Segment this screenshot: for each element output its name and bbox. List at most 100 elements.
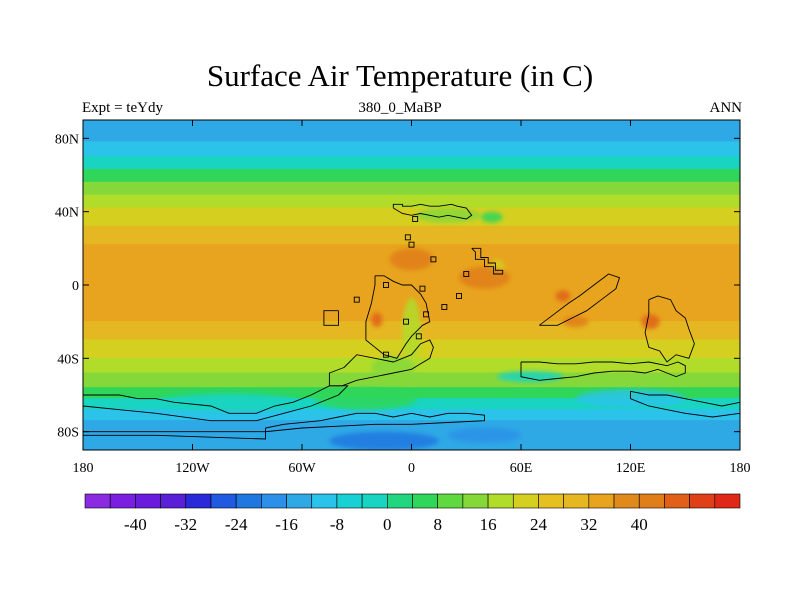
colorbar-swatch <box>311 493 338 509</box>
colorbar-swatch <box>563 493 590 509</box>
colorbar-swatch <box>235 493 262 509</box>
colorbar-swatch <box>437 493 464 509</box>
temperature-band <box>83 120 740 143</box>
temperature-patch <box>389 248 434 271</box>
coastline <box>520 361 686 381</box>
temperature-patch <box>562 316 589 328</box>
coastline <box>365 275 431 359</box>
colorbar: -40 -32 -24 -16 -8 0 8 16 24 32 40 <box>84 493 741 534</box>
temperature-band <box>83 141 740 158</box>
colorbar-swatch <box>109 493 136 509</box>
colorbar-label: 16 <box>480 515 497 534</box>
temperature-band <box>83 169 740 183</box>
colorbar-swatch <box>261 493 287 509</box>
colorbar-swatch <box>638 493 665 509</box>
colorbar-swatch <box>361 493 388 509</box>
island-outline <box>419 285 426 292</box>
temperature-patch <box>371 312 383 328</box>
lon-tick-label: 60W <box>288 461 316 476</box>
colorbar-label: 24 <box>530 515 548 534</box>
map-axis-ticks: 80N 40N 0 40S 80S 180 120W 60W 0 60E 120E 180 <box>55 120 751 476</box>
island-outline <box>463 271 470 277</box>
colorbar-label: -16 <box>275 515 298 534</box>
colorbar-swatch <box>613 493 640 509</box>
temperature-band <box>83 194 740 209</box>
lon-tick-label: 120W <box>175 461 210 476</box>
temperature-band <box>83 409 740 422</box>
coastline <box>83 431 266 440</box>
coastline <box>83 385 349 422</box>
experiment-label: Expt = teYdy <box>82 100 163 116</box>
island-outline <box>353 296 360 303</box>
lat-tick-label: 40S <box>57 352 79 367</box>
lon-tick-label: 180 <box>73 461 94 476</box>
island-outline <box>456 293 462 299</box>
lat-tick-label: 80S <box>57 426 79 441</box>
coastline <box>539 273 621 326</box>
temperature-band <box>83 156 740 170</box>
colorbar-swatch <box>210 493 237 509</box>
coastline <box>630 390 740 418</box>
colorbar-swatch <box>387 493 413 509</box>
colorbar-swatch <box>135 493 161 509</box>
island-outline <box>412 216 419 222</box>
temperature-patch <box>497 371 563 383</box>
island-outline <box>423 311 430 318</box>
island-outline <box>404 234 411 241</box>
colorbar-swatch <box>462 493 489 509</box>
island-outline <box>383 282 389 288</box>
plot-title: Surface Air Temperature (in C) <box>206 58 594 93</box>
island-outline <box>408 241 415 248</box>
colorbar-label: -24 <box>225 515 248 534</box>
lat-tick-label: 0 <box>72 279 79 294</box>
colorbar-swatch <box>538 493 564 509</box>
lat-tick-label: 80N <box>55 132 79 147</box>
island-outline <box>383 351 389 358</box>
temperature-patch <box>480 211 503 223</box>
temperature-band <box>83 225 740 246</box>
coastline <box>471 247 504 275</box>
colorbar-label: -32 <box>174 515 197 534</box>
island-outline <box>441 304 448 310</box>
colorbar-swatch <box>160 493 187 509</box>
colorbar-swatch <box>588 493 615 509</box>
temperature-band <box>83 181 740 196</box>
colorbar-swatch <box>84 493 111 509</box>
colorbar-swatch <box>487 493 514 509</box>
temperature-patch <box>458 266 511 289</box>
colorbar-swatch <box>714 493 741 509</box>
temperature-patch <box>371 356 416 379</box>
coastline <box>265 412 485 433</box>
temperature-patch <box>555 290 571 302</box>
temperature-field <box>83 120 740 450</box>
temperature-patch <box>156 393 302 412</box>
colorbar-label: 40 <box>631 515 648 534</box>
temperature-band <box>83 372 740 389</box>
colorbar-swatch <box>664 493 690 509</box>
colorbar-label: 8 <box>433 515 442 534</box>
colorbar-swatch <box>185 493 212 509</box>
colorbar-swatch <box>689 493 716 509</box>
lon-tick-label: 180 <box>730 461 751 476</box>
island-outline <box>403 318 409 325</box>
temperature-patch <box>448 428 521 443</box>
colorbar-swatch <box>336 493 363 509</box>
temperature-patch <box>641 314 660 329</box>
coastline <box>644 295 695 363</box>
time-period-label: 380_0_MaBP <box>358 100 442 116</box>
colorbar-label: -8 <box>330 515 344 534</box>
colorbar-swatch <box>286 493 313 509</box>
colorbar-swatch <box>412 493 438 509</box>
lon-tick-label: 120E <box>616 461 646 476</box>
lon-tick-label: 60E <box>510 461 533 476</box>
lat-tick-label: 40N <box>55 206 79 221</box>
lon-tick-label: 0 <box>408 461 415 476</box>
colorbar-label: -40 <box>124 515 147 534</box>
island-outline <box>415 333 422 340</box>
colorbar-swatch <box>512 493 539 509</box>
coastline <box>323 310 339 326</box>
temperature-band <box>83 207 740 227</box>
continent-outlines <box>83 203 740 440</box>
colorbar-label: 32 <box>580 515 597 534</box>
